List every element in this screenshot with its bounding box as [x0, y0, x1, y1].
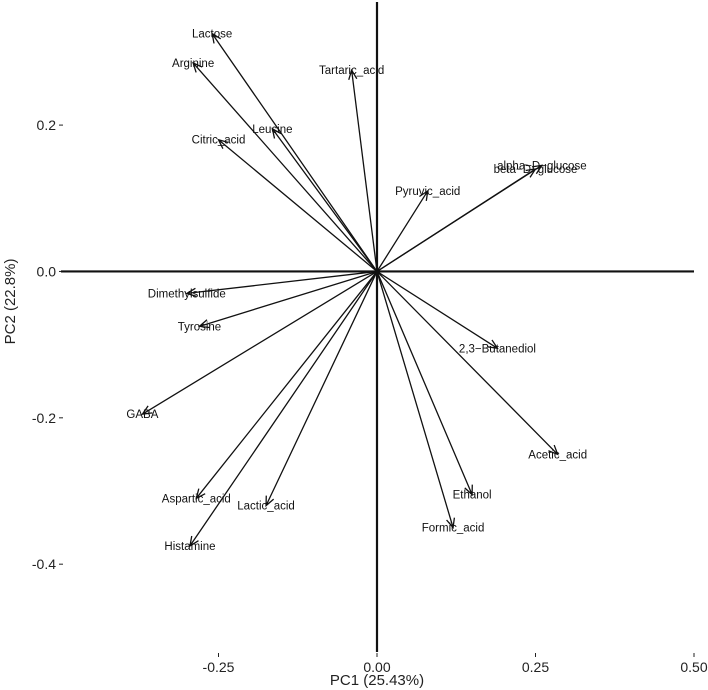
variable-label: Citric_acid [192, 135, 246, 147]
y-tick-label: 0.0 [37, 263, 57, 279]
x-tick-label: 0.00 [363, 659, 390, 675]
variable-label: Tyrosine [178, 321, 221, 333]
variable-label: beta−D−glucose [494, 164, 578, 176]
variable-label: Ethanol [453, 490, 492, 502]
variable-label: Histamine [164, 541, 215, 553]
x-axis-title: PC1 (25.43%) [330, 672, 424, 689]
x-tick-label: 0.50 [680, 659, 707, 675]
loading-arrow [195, 271, 378, 500]
loading-arrow [185, 270, 378, 298]
loading-arrow [376, 270, 499, 350]
loading-arrow [217, 138, 378, 272]
loading-arrow [189, 271, 378, 548]
variable-label: Acetic_acid [528, 449, 587, 461]
y-tick-label: 0.2 [37, 117, 57, 133]
loading-arrow [376, 271, 473, 497]
loading-arrow [197, 270, 378, 329]
loading-arrow [141, 270, 378, 415]
loading-arrow [376, 271, 456, 530]
variable-label: Tartaric_acid [319, 65, 384, 77]
variable-label: Dimethylsulfide [148, 288, 226, 300]
loading-arrow [192, 61, 378, 272]
loading-arrow [211, 32, 378, 272]
variable-label: Formic_acid [422, 523, 485, 535]
x-tick-label: 0.25 [522, 659, 549, 675]
loading-arrow [376, 189, 429, 272]
variable-label: alpha−D−glucose [497, 160, 587, 172]
x-tick-label: -0.25 [203, 659, 235, 675]
variable-label: Arginine [172, 58, 214, 70]
loading-arrow [271, 127, 378, 272]
variable-label: Aspartic_acid [162, 493, 231, 505]
y-tick-label: -0.4 [32, 556, 56, 572]
variable-label: Pyruvic_acid [395, 186, 460, 198]
variable-label: Leucine [252, 124, 292, 136]
loading-arrow [348, 68, 378, 272]
y-tick-label: -0.2 [32, 410, 56, 426]
axis-ticks: -0.25 0.00 0.25 0.50 -0.4 -0.2 0.0 0.2 [32, 117, 708, 675]
loading-arrow [265, 271, 378, 508]
variable-label: Lactic_acid [237, 501, 295, 513]
variable-label: Lactose [192, 29, 232, 41]
loading-arrow [376, 270, 559, 456]
y-axis-title: PC2 (22.8%) [2, 259, 19, 345]
variable-label: GABA [126, 409, 158, 421]
variable-labels: Lactose Arginine Tartaric_acid Leucine Citri… [126, 29, 587, 553]
loading-arrow [376, 168, 537, 273]
loading-arrows [141, 32, 559, 548]
variable-label: 2,3−Butanediol [459, 343, 536, 355]
